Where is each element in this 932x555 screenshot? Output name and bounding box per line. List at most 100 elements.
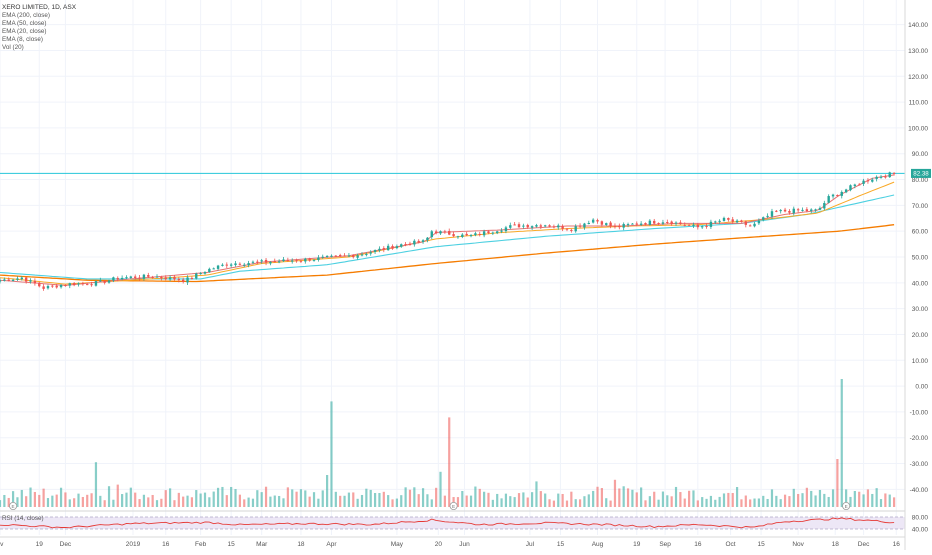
- candle-body: [277, 261, 281, 263]
- candle-body: [120, 277, 124, 280]
- volume-bar: [0, 500, 2, 507]
- volume-bar: [160, 498, 163, 507]
- candle-body: [304, 258, 307, 262]
- candle-body: [312, 259, 316, 261]
- candle-body: [247, 263, 250, 266]
- study-legend-item: EMA (8, close): [2, 36, 43, 43]
- candle-body: [286, 259, 290, 261]
- earnings-event-marker-glyph: E: [452, 504, 455, 509]
- volume-bar: [203, 492, 207, 507]
- volume-bar: [679, 492, 682, 507]
- volume-bar: [138, 499, 141, 507]
- volume-bar: [260, 492, 263, 507]
- candle-body: [775, 210, 778, 212]
- volume-bar: [565, 500, 569, 507]
- earnings-event-marker[interactable]: [449, 501, 458, 510]
- candle-body: [696, 224, 700, 228]
- volume-bar: [234, 489, 237, 507]
- volume-bar: [151, 494, 154, 507]
- volume-bar: [552, 500, 556, 507]
- candle-body: [748, 225, 752, 227]
- candle-body: [212, 268, 215, 270]
- volume-bar: [286, 487, 289, 507]
- volume-bar: [526, 497, 529, 507]
- volume-bar: [465, 495, 468, 507]
- candle-body: [352, 254, 355, 258]
- time-axis-tick-label: Feb: [195, 541, 207, 548]
- volume-bar: [827, 496, 830, 507]
- candle-body: [818, 207, 822, 210]
- volume-bar: [177, 492, 180, 507]
- candle-body: [330, 255, 333, 257]
- candle-body: [683, 224, 686, 226]
- price-axis-tick-label: 130.00: [908, 48, 928, 55]
- candle-body: [282, 259, 285, 262]
- volume-bar: [618, 488, 621, 507]
- candle-body: [600, 221, 604, 225]
- volume-bar: [701, 497, 704, 507]
- candle-body: [168, 277, 172, 280]
- candle-body: [578, 225, 582, 227]
- candle-body: [77, 283, 80, 285]
- volume-bar: [3, 494, 6, 507]
- candle-body: [68, 283, 71, 286]
- candle-body: [849, 185, 852, 191]
- candle-body: [744, 221, 748, 225]
- candle-body: [823, 203, 826, 209]
- candle-body: [269, 261, 272, 264]
- time-axis-tick-label: ov: [0, 541, 4, 548]
- volume-bar: [330, 401, 333, 507]
- volume-bar: [199, 493, 202, 507]
- candle-body: [51, 285, 54, 287]
- time-axis-tick-label: 18: [297, 541, 305, 548]
- candle-body: [273, 261, 276, 263]
- candle-body: [16, 278, 19, 280]
- candle-body: [892, 172, 896, 174]
- candle-body: [216, 265, 220, 269]
- candle-body: [134, 276, 137, 278]
- candle-body: [234, 263, 237, 266]
- price-axis-tick-label: -20.00: [910, 435, 929, 442]
- candle-body: [356, 255, 359, 258]
- volume-bar: [775, 495, 778, 507]
- volume-bar: [94, 462, 98, 507]
- time-axis-tick-label: 19: [633, 541, 641, 548]
- volume-bar: [788, 496, 791, 507]
- candle-body: [517, 224, 521, 228]
- volume-bar: [762, 495, 765, 507]
- time-axis-tick-label: 15: [557, 541, 565, 548]
- candle-body: [862, 180, 865, 184]
- candle-body: [648, 220, 652, 225]
- candle-body: [360, 254, 364, 256]
- candle-body: [317, 257, 320, 260]
- volume-bar: [879, 499, 883, 507]
- candle-body: [116, 278, 119, 280]
- time-axis-tick-label: Sep: [659, 541, 671, 548]
- volume-bar: [517, 493, 521, 507]
- volume-bar: [797, 493, 800, 507]
- candle-body: [203, 272, 207, 274]
- volume-bar: [718, 496, 721, 507]
- candle-body: [186, 277, 189, 283]
- volume-bar: [605, 498, 608, 507]
- volume-bar: [487, 492, 490, 507]
- earnings-event-marker[interactable]: [842, 501, 851, 510]
- earnings-event-marker[interactable]: [9, 501, 18, 510]
- volume-bar: [282, 498, 285, 507]
- candle-body: [591, 219, 595, 223]
- candle-body: [413, 240, 416, 245]
- volume-bar: [347, 492, 351, 507]
- volume-bar: [90, 493, 93, 507]
- candle-body: [404, 244, 407, 246]
- time-axis-tick-label: Aug: [592, 541, 604, 548]
- volume-bar: [86, 494, 89, 507]
- candle-body: [461, 234, 464, 237]
- volume-bar: [339, 495, 342, 507]
- volume-bar: [221, 486, 224, 507]
- volume-bar: [757, 498, 760, 507]
- volume-bar: [147, 497, 150, 507]
- candle-body: [417, 240, 420, 243]
- time-axis-tick-label: 20: [435, 541, 443, 548]
